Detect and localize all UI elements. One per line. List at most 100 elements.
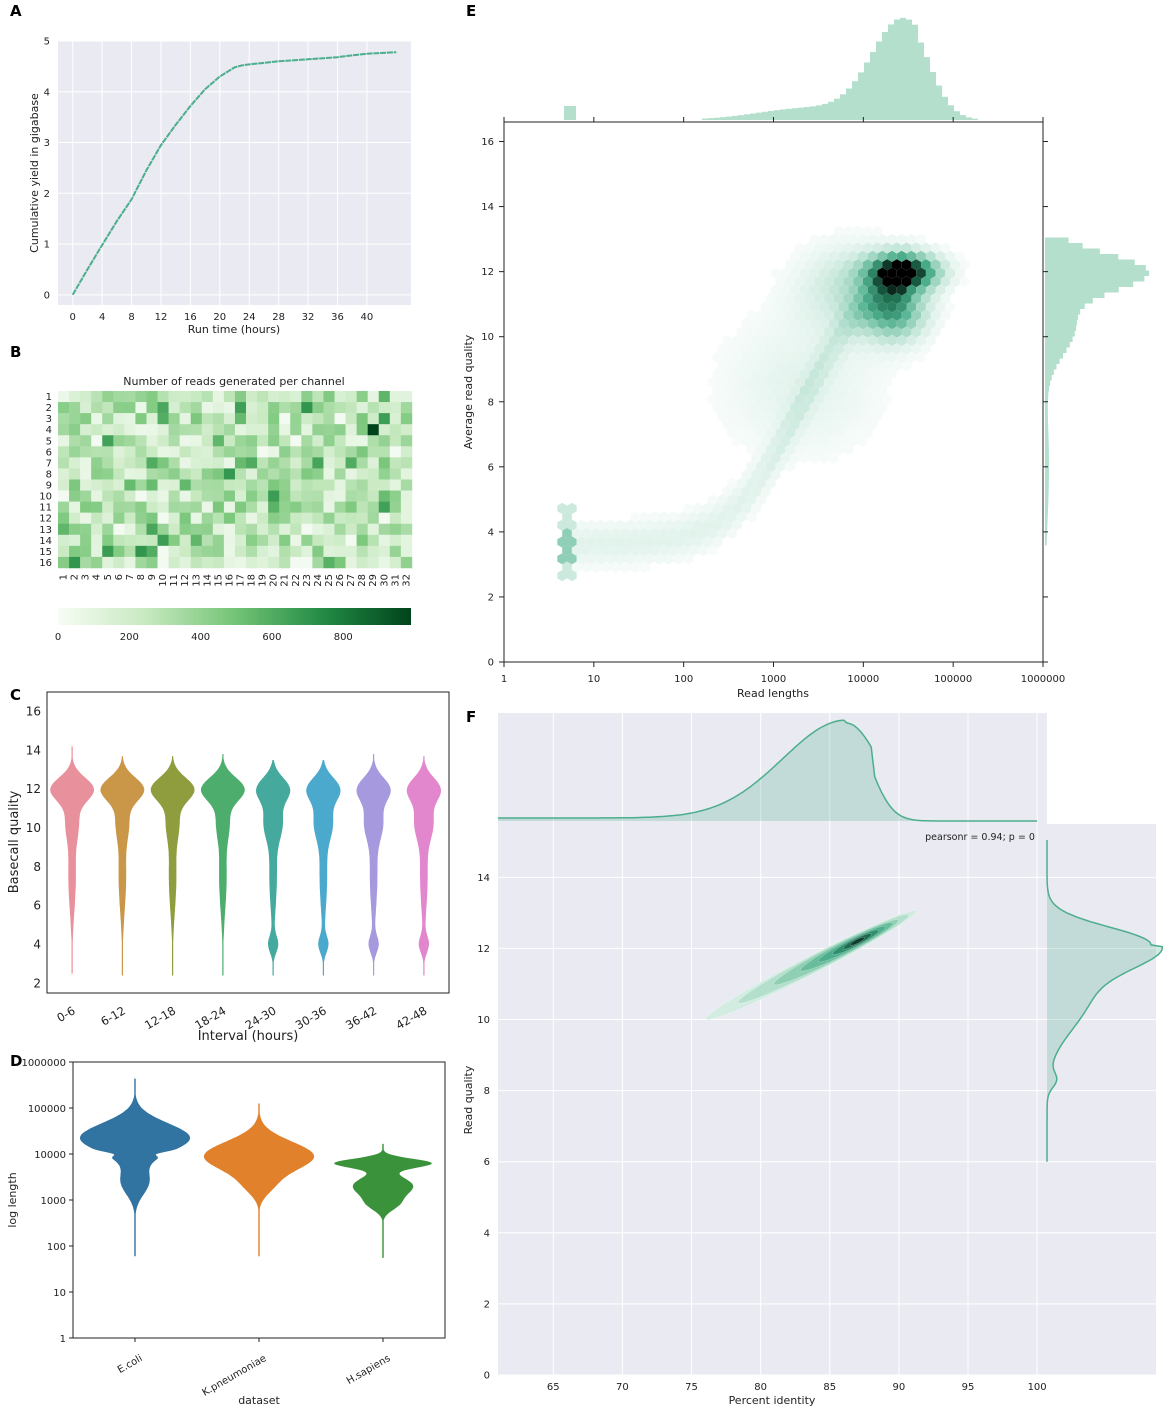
- panel-b-cell: [102, 534, 114, 547]
- panel-e-hexbin: [780, 334, 791, 346]
- panel-e-hexbin: [833, 444, 844, 456]
- panel-e-hexbin: [712, 536, 723, 548]
- panel-b-cell: [168, 556, 180, 569]
- panel-e-hexbin: [833, 410, 844, 422]
- panel-e-hexbin: [848, 267, 858, 279]
- panel-e-hexbin: [756, 460, 766, 472]
- panel-e-hexbin: [872, 259, 883, 271]
- panel-e-hexbin: [601, 561, 611, 573]
- panel-e-hexbin: [814, 393, 825, 405]
- panel-e-hexbin: [630, 561, 640, 573]
- panel-b-cell: [290, 391, 302, 403]
- panel-e-hexbin: [892, 326, 902, 338]
- panel-e-hexbin: [882, 259, 892, 271]
- panel-e-hexbin: [741, 385, 752, 397]
- panel-f-ytick: 10: [477, 1015, 490, 1026]
- panel-b-cell: [234, 512, 247, 525]
- panel-d-xtick: E.coli: [116, 1353, 145, 1376]
- panel-e-marginal-y-bar: [1045, 386, 1050, 392]
- panel-e-hexbin: [601, 528, 611, 540]
- panel-e-hexbin: [649, 544, 660, 556]
- panel-b-cell: [279, 501, 291, 513]
- panel-e-hexbin: [887, 250, 897, 262]
- panel-b-cell: [279, 424, 291, 436]
- panel-e-marginal-y-bar: [1045, 347, 1067, 353]
- panel-e-hexbin: [795, 276, 805, 288]
- panel-b-cell: [102, 391, 114, 403]
- panel-b-cell: [157, 446, 169, 458]
- panel-b-cell: [234, 457, 247, 469]
- panel-e-hexbin: [930, 242, 941, 254]
- panel-e-hexbin: [795, 259, 805, 271]
- panel-f-ytick: 12: [477, 944, 490, 955]
- panel-e-hexbin: [751, 452, 761, 464]
- panel-e-hexbin: [906, 301, 917, 313]
- panel-c-xlabel: Interval (hours): [198, 1029, 299, 1044]
- panel-b-cell: [124, 457, 136, 469]
- panel-b-cell: [356, 446, 368, 458]
- panel-b-colorbar: [58, 608, 411, 625]
- panel-e-marginal-x-bar: [936, 85, 942, 120]
- panel-e-hexbin: [804, 242, 815, 254]
- panel-e-hexbin: [901, 276, 912, 288]
- panel-e-hexbin: [925, 267, 936, 279]
- panel-b-col-label: 19: [258, 574, 269, 587]
- panel-e-marginal-y-bar: [1045, 468, 1049, 474]
- panel-e-hexbin: [746, 427, 757, 439]
- panel-e-hexbin: [639, 528, 650, 540]
- panel-e-hexbin: [717, 343, 728, 355]
- panel-e-hexbin: [833, 360, 844, 372]
- panel-b-cell: [301, 446, 313, 458]
- panel-e-hexbin: [824, 376, 834, 388]
- panel-e-marginal-x-bar: [738, 115, 744, 120]
- panel-e-hexbin: [824, 242, 834, 254]
- panel-b-col-label: 10: [158, 574, 169, 587]
- panel-e-hexbin: [858, 318, 868, 330]
- panel-e-hexbin: [833, 259, 844, 271]
- panel-e-hexbin: [853, 242, 863, 254]
- panel-f-xtick: 80: [754, 1382, 767, 1393]
- panel-c-violin: [100, 756, 145, 976]
- panel-e-hexbin: [872, 410, 883, 422]
- panel-b-cell: [91, 424, 103, 436]
- panel-e-hexbin: [571, 561, 582, 573]
- panel-e-hexbin: [935, 318, 946, 330]
- panel-b-cell: [268, 490, 280, 502]
- panel-e-hexbin: [819, 385, 829, 397]
- panel-e-hexbin: [921, 292, 931, 304]
- panel-e-marginal-x-bar: [564, 106, 570, 120]
- panel-e-hexbin: [824, 326, 834, 338]
- panel-b-cell: [223, 424, 236, 436]
- panel-b-cell: [58, 479, 70, 491]
- panel-a-xtick: 8: [128, 312, 134, 323]
- panel-b-cell: [389, 413, 402, 425]
- panel-e-hexbin: [838, 250, 849, 262]
- panel-e-hexbin: [887, 267, 897, 279]
- panel-b-cell: [234, 402, 247, 414]
- panel-e-marginal-x-bar: [852, 81, 858, 120]
- panel-b-cell: [124, 545, 136, 558]
- panel-e-hexbin: [693, 502, 703, 514]
- panel-e-hexbin: [887, 351, 897, 363]
- panel-e-hexbin: [887, 284, 897, 296]
- panel-e-hexbin: [770, 267, 781, 279]
- panel-e-hexbin: [770, 318, 781, 330]
- panel-b-cell: [345, 391, 357, 403]
- panel-e-hexbin: [809, 267, 820, 279]
- panel-e-marginal-y-bar: [1045, 501, 1049, 507]
- panel-b-cell: [113, 446, 125, 458]
- panel-e-hexbin: [795, 360, 805, 372]
- panel-b-cell: [179, 413, 192, 425]
- panel-b-cell: [58, 512, 70, 525]
- panel-e-marginal-x-bar: [894, 19, 900, 120]
- panel-b-cell: [80, 512, 92, 525]
- panel-e-hexbin: [853, 292, 863, 304]
- panel-e-hexbin: [795, 393, 805, 405]
- panel-b-cell: [135, 402, 147, 414]
- panel-c-xtick: 30-36: [293, 1003, 329, 1032]
- panel-b-cell: [312, 413, 324, 425]
- panel-b-cell: [378, 391, 391, 403]
- panel-b-cell: [201, 490, 214, 502]
- panel-e-hexbin: [639, 561, 650, 573]
- panel-a-ylabel: Cumulative yield in gigabase: [28, 93, 41, 253]
